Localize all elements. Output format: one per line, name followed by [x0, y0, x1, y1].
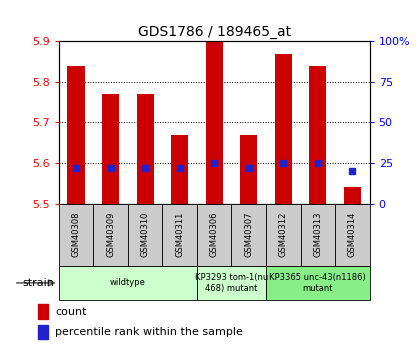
Text: wildtype: wildtype — [110, 278, 146, 287]
Bar — [205, 41, 223, 204]
Text: GSM40307: GSM40307 — [244, 212, 253, 257]
Point — [142, 165, 149, 171]
Point — [280, 160, 286, 166]
Text: count: count — [55, 307, 87, 317]
Text: percentile rank within the sample: percentile rank within the sample — [55, 327, 243, 337]
FancyBboxPatch shape — [301, 204, 335, 266]
FancyBboxPatch shape — [335, 204, 370, 266]
FancyBboxPatch shape — [128, 204, 163, 266]
Bar — [38, 325, 48, 339]
Bar — [309, 66, 326, 204]
Bar — [102, 94, 119, 204]
Bar — [68, 66, 85, 204]
Bar — [344, 187, 361, 204]
Title: GDS1786 / 189465_at: GDS1786 / 189465_at — [138, 25, 291, 39]
FancyBboxPatch shape — [197, 266, 266, 300]
Text: GSM40312: GSM40312 — [279, 212, 288, 257]
Point — [211, 160, 218, 166]
Text: GSM40311: GSM40311 — [175, 212, 184, 257]
Bar — [38, 304, 48, 319]
Bar — [136, 94, 154, 204]
Bar — [275, 53, 292, 204]
Point — [73, 165, 79, 171]
Text: KP3365 unc-43(n1186)
mutant: KP3365 unc-43(n1186) mutant — [269, 273, 366, 293]
FancyBboxPatch shape — [197, 204, 231, 266]
Point — [349, 168, 356, 174]
FancyBboxPatch shape — [163, 204, 197, 266]
Text: GSM40313: GSM40313 — [313, 212, 322, 257]
Point — [176, 165, 183, 171]
Text: GSM40308: GSM40308 — [71, 212, 81, 257]
Point — [245, 165, 252, 171]
Text: GSM40309: GSM40309 — [106, 212, 115, 257]
Text: GSM40306: GSM40306 — [210, 212, 219, 257]
Bar — [171, 135, 188, 204]
FancyBboxPatch shape — [266, 204, 301, 266]
Text: strain: strain — [23, 278, 55, 288]
Text: GSM40314: GSM40314 — [348, 212, 357, 257]
FancyBboxPatch shape — [231, 204, 266, 266]
Point — [107, 165, 114, 171]
Point — [315, 160, 321, 166]
FancyBboxPatch shape — [59, 204, 93, 266]
FancyBboxPatch shape — [59, 266, 197, 300]
Text: GSM40310: GSM40310 — [141, 212, 150, 257]
FancyBboxPatch shape — [93, 204, 128, 266]
Bar — [240, 135, 257, 204]
Text: KP3293 tom-1(nu
468) mutant: KP3293 tom-1(nu 468) mutant — [195, 273, 268, 293]
FancyBboxPatch shape — [266, 266, 370, 300]
